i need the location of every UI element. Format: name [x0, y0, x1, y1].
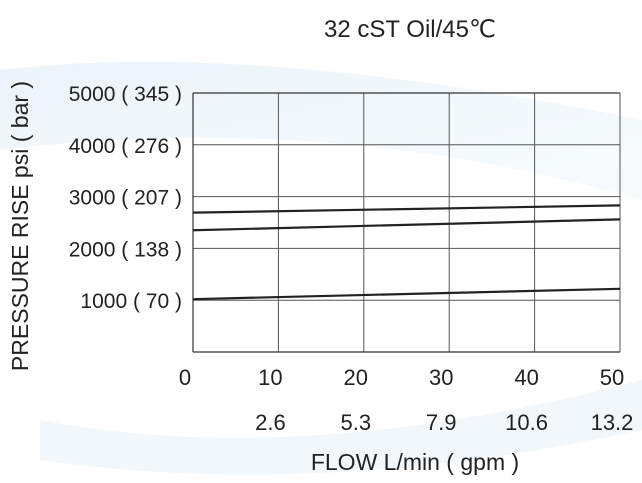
x-tick-label: 50: [600, 365, 624, 390]
background-swoosh-lower: [40, 380, 642, 475]
x-tick-label: 0: [179, 365, 191, 390]
x-tick-label: 20: [344, 365, 368, 390]
series-group: [192, 204, 621, 301]
series-line-1: [192, 204, 621, 214]
x-tick-label-gpm: 7.9: [426, 410, 457, 435]
series-line-3: [192, 287, 621, 301]
axes: [192, 92, 620, 353]
y-tick-label: 2000 ( 138 ): [69, 238, 182, 261]
x-tick-label-gpm: 10.6: [505, 410, 548, 435]
y-axis-label: PRESSURE RISE psi ( bar ): [7, 81, 33, 371]
chart-title: 32 cST Oil/45℃: [324, 16, 496, 43]
y-tick-label: 4000 ( 276 ): [69, 135, 182, 158]
x-tick-label-gpm: 5.3: [341, 410, 372, 435]
x-tick-label-gpm: 13.2: [591, 410, 634, 435]
x-tick-label: 10: [258, 365, 282, 390]
x-axis-label: FLOW L/min ( gpm ): [311, 449, 519, 475]
x-tick-label-gpm: 2.6: [255, 410, 286, 435]
y-tick-label: 3000 ( 207 ): [69, 187, 182, 210]
background-swoosh: [0, 61, 642, 201]
y-tick-label: 5000 ( 345 ): [69, 83, 182, 106]
tick-labels: 0 10 20 30 40 50 2.6 5.3 7.9 10.6 13.2 1000 ( 70 ) 2…: [69, 83, 634, 435]
x-tick-label: 30: [429, 365, 453, 390]
y-tick-label: 1000 ( 70 ): [80, 290, 182, 313]
series-line-2: [192, 218, 621, 232]
x-tick-label: 40: [514, 365, 538, 390]
